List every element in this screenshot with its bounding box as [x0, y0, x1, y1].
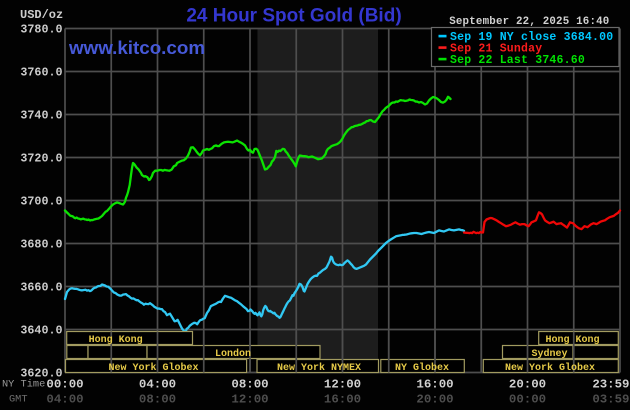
svg-text:Sep 19 NY close 3684.00: Sep 19 NY close 3684.00	[450, 31, 613, 44]
svg-text:London: London	[215, 348, 251, 360]
svg-text:04:00: 04:00	[139, 378, 176, 392]
svg-text:20:00: 20:00	[416, 393, 453, 407]
svg-text:3740.0: 3740.0	[20, 109, 62, 123]
svg-text:3640.0: 3640.0	[20, 324, 62, 338]
svg-text:3720.0: 3720.0	[20, 152, 62, 166]
svg-text:New York Globex: New York Globex	[108, 362, 198, 374]
svg-text:3620.0: 3620.0	[20, 367, 62, 381]
svg-text:3680.0: 3680.0	[20, 238, 62, 252]
svg-text:Hong Kong: Hong Kong	[89, 335, 143, 346]
svg-text:04:00: 04:00	[46, 393, 83, 407]
svg-text:3760.0: 3760.0	[20, 66, 62, 80]
svg-text:Sep 21 Sunday: Sep 21 Sunday	[450, 43, 542, 56]
svg-text:3700.0: 3700.0	[20, 195, 62, 209]
svg-text:12:00: 12:00	[324, 378, 361, 392]
svg-text:Hong Kong: Hong Kong	[545, 335, 599, 346]
svg-text:Sydney: Sydney	[531, 348, 567, 360]
svg-text:GMT: GMT	[9, 394, 28, 406]
svg-text:New York Globex: New York Globex	[505, 362, 595, 374]
svg-text:00:00: 00:00	[509, 393, 546, 407]
svg-text:3780.0: 3780.0	[20, 23, 62, 37]
svg-text:16:00: 16:00	[324, 393, 361, 407]
svg-text:03:59: 03:59	[592, 393, 629, 407]
svg-text:20:00: 20:00	[509, 378, 546, 392]
svg-text:08:00: 08:00	[139, 393, 176, 407]
svg-text:3660.0: 3660.0	[20, 281, 62, 295]
svg-text:12:00: 12:00	[231, 393, 268, 407]
svg-text:September 22, 2025 16:40: September 22, 2025 16:40	[449, 16, 609, 28]
svg-text:Sep 22 Last 3746.60: Sep 22 Last 3746.60	[450, 54, 585, 67]
svg-text:08:00: 08:00	[231, 378, 268, 392]
svg-text:New York NYMEX: New York NYMEX	[277, 362, 361, 374]
svg-text:16:00: 16:00	[416, 378, 453, 392]
svg-text:00:00: 00:00	[46, 378, 83, 392]
svg-text:23:59: 23:59	[592, 378, 629, 392]
svg-text:NY Globex: NY Globex	[395, 362, 449, 374]
svg-text:NY Time: NY Time	[2, 379, 45, 391]
svg-text:24 Hour Spot Gold (Bid): 24 Hour Spot Gold (Bid)	[186, 6, 401, 27]
svg-text:USD/oz: USD/oz	[20, 8, 63, 22]
svg-text:www.kitco.com: www.kitco.com	[68, 37, 205, 58]
